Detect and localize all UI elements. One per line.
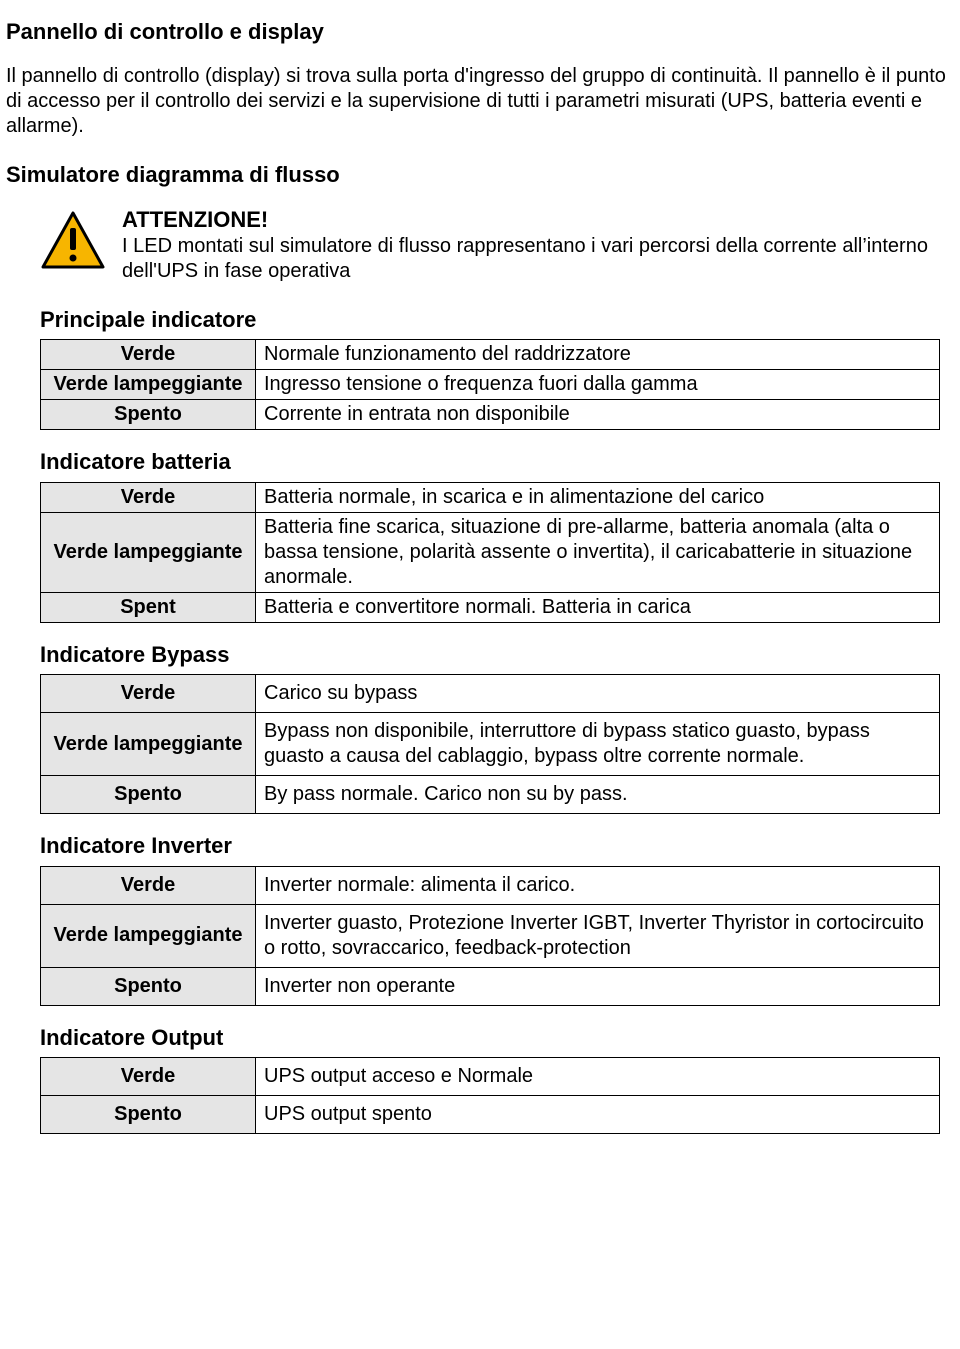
state-cell: Spento — [41, 400, 256, 430]
table-row: Verde Inverter normale: alimenta il cari… — [41, 866, 940, 904]
table-title-batteria: Indicatore batteria — [40, 448, 954, 476]
state-cell: Spento — [41, 776, 256, 814]
table-row: Verde UPS output acceso e Normale — [41, 1058, 940, 1096]
table-row: Spento Inverter non operante — [41, 967, 940, 1005]
subsection-title: Simulatore diagramma di flusso — [6, 161, 954, 189]
intro-paragraph: Il pannello di controllo (display) si tr… — [6, 64, 954, 139]
table-output: Verde UPS output acceso e Normale Spento… — [40, 1057, 940, 1134]
table-title-bypass: Indicatore Bypass — [40, 641, 954, 669]
state-cell: Spento — [41, 1096, 256, 1134]
desc-cell: Batteria e convertitore normali. Batteri… — [256, 592, 940, 622]
desc-cell: Inverter non operante — [256, 967, 940, 1005]
table-bypass: Verde Carico su bypass Verde lampeggiant… — [40, 674, 940, 814]
desc-cell: Batteria normale, in scarica e in alimen… — [256, 482, 940, 512]
desc-cell: Inverter normale: alimenta il carico. — [256, 866, 940, 904]
attention-title: ATTENZIONE! — [122, 206, 954, 234]
state-cell: Verde lampeggiante — [41, 512, 256, 592]
table-row: Spento UPS output spento — [41, 1096, 940, 1134]
desc-cell: Inverter guasto, Protezione Inverter IGB… — [256, 904, 940, 967]
state-cell: Verde — [41, 340, 256, 370]
table-principale: Verde Normale funzionamento del raddrizz… — [40, 339, 940, 430]
attention-body: I LED montati sul simulatore di flusso r… — [122, 235, 928, 282]
desc-cell: UPS output acceso e Normale — [256, 1058, 940, 1096]
desc-cell: Bypass non disponibile, interruttore di … — [256, 713, 940, 776]
desc-cell: By pass normale. Carico non su by pass. — [256, 776, 940, 814]
table-row: Verde lampeggiante Inverter guasto, Prot… — [41, 904, 940, 967]
desc-cell: Carico su bypass — [256, 675, 940, 713]
attention-text: ATTENZIONE! I LED montati sul simulatore… — [122, 206, 954, 284]
desc-cell: Corrente in entrata non disponibile — [256, 400, 940, 430]
table-batteria: Verde Batteria normale, in scarica e in … — [40, 482, 940, 623]
table-row: Spent Batteria e convertitore normali. B… — [41, 592, 940, 622]
state-cell: Spento — [41, 967, 256, 1005]
warning-triangle-icon — [40, 210, 106, 277]
table-title-inverter: Indicatore Inverter — [40, 832, 954, 860]
state-cell: Verde lampeggiante — [41, 904, 256, 967]
section-title: Pannello di controllo e display — [6, 18, 954, 46]
state-cell: Verde lampeggiante — [41, 713, 256, 776]
desc-cell: Batteria fine scarica, situazione di pre… — [256, 512, 940, 592]
desc-cell: Ingresso tensione o frequenza fuori dall… — [256, 370, 940, 400]
table-row: Verde lampeggiante Batteria fine scarica… — [41, 512, 940, 592]
state-cell: Spent — [41, 592, 256, 622]
table-title-output: Indicatore Output — [40, 1024, 954, 1052]
attention-block: ATTENZIONE! I LED montati sul simulatore… — [40, 206, 954, 284]
table-title-principale: Principale indicatore — [40, 306, 954, 334]
state-cell: Verde — [41, 866, 256, 904]
table-row: Verde lampeggiante Ingresso tensione o f… — [41, 370, 940, 400]
desc-cell: UPS output spento — [256, 1096, 940, 1134]
table-row: Spento By pass normale. Carico non su by… — [41, 776, 940, 814]
desc-cell: Normale funzionamento del raddrizzatore — [256, 340, 940, 370]
table-row: Verde Carico su bypass — [41, 675, 940, 713]
table-row: Verde lampeggiante Bypass non disponibil… — [41, 713, 940, 776]
table-row: Spento Corrente in entrata non disponibi… — [41, 400, 940, 430]
table-inverter: Verde Inverter normale: alimenta il cari… — [40, 866, 940, 1006]
table-row: Verde Normale funzionamento del raddrizz… — [41, 340, 940, 370]
state-cell: Verde — [41, 1058, 256, 1096]
state-cell: Verde — [41, 675, 256, 713]
table-row: Verde Batteria normale, in scarica e in … — [41, 482, 940, 512]
state-cell: Verde — [41, 482, 256, 512]
state-cell: Verde lampeggiante — [41, 370, 256, 400]
